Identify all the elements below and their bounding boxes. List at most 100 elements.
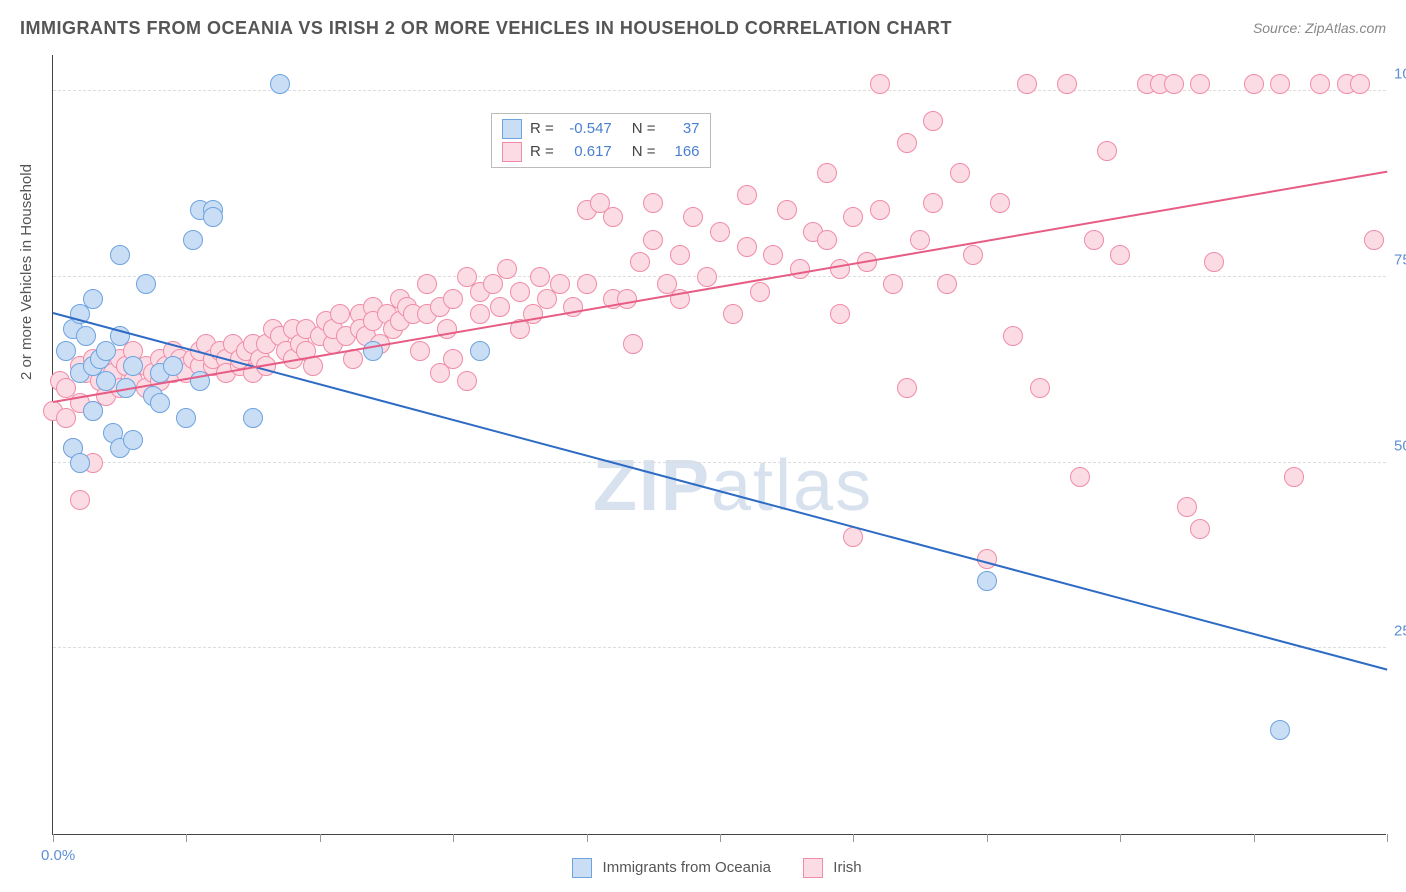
scatter-point <box>630 252 650 272</box>
scatter-point <box>723 304 743 324</box>
scatter-point <box>1270 74 1290 94</box>
scatter-point <box>470 341 490 361</box>
scatter-point <box>443 349 463 369</box>
scatter-point <box>817 163 837 183</box>
gridline <box>53 462 1386 463</box>
watermark: ZIPatlas <box>593 445 873 527</box>
scatter-point <box>1270 720 1290 740</box>
scatter-point <box>1190 519 1210 539</box>
x-tick <box>186 834 187 842</box>
r-label: R = <box>530 141 554 164</box>
scatter-point <box>830 304 850 324</box>
x-tick <box>1120 834 1121 842</box>
swatch-series-1 <box>502 142 522 162</box>
scatter-point <box>243 408 263 428</box>
scatter-point <box>70 490 90 510</box>
scatter-point <box>710 222 730 242</box>
stats-row-series-0: R = -0.547 N = 37 <box>502 118 700 141</box>
x-tick <box>987 834 988 842</box>
scatter-point <box>163 356 183 376</box>
scatter-point <box>70 453 90 473</box>
r-value-0: -0.547 <box>562 118 612 141</box>
scatter-point <box>1110 245 1130 265</box>
scatter-point <box>763 245 783 265</box>
scatter-point <box>76 326 96 346</box>
scatter-point <box>270 74 290 94</box>
scatter-point <box>623 334 643 354</box>
scatter-point <box>643 193 663 213</box>
scatter-point <box>923 193 943 213</box>
regression-line <box>53 171 1387 403</box>
r-label: R = <box>530 118 554 141</box>
scatter-point <box>870 200 890 220</box>
stats-legend-box: R = -0.547 N = 37 R = 0.617 N = 166 <box>491 113 711 168</box>
scatter-point <box>683 207 703 227</box>
n-value-0: 37 <box>664 118 700 141</box>
scatter-point <box>1190 74 1210 94</box>
scatter-point <box>83 289 103 309</box>
scatter-point <box>1070 467 1090 487</box>
chart-title: IMMIGRANTS FROM OCEANIA VS IRISH 2 OR MO… <box>20 18 952 39</box>
scatter-point <box>550 274 570 294</box>
scatter-point <box>1084 230 1104 250</box>
x-tick <box>320 834 321 842</box>
scatter-point <box>110 245 130 265</box>
scatter-point <box>123 356 143 376</box>
n-label: N = <box>632 118 656 141</box>
y-tick-label: 50.0% <box>1394 437 1406 454</box>
gridline <box>53 276 1386 277</box>
scatter-point <box>176 408 196 428</box>
x-tick <box>53 834 54 842</box>
scatter-point <box>950 163 970 183</box>
scatter-point <box>510 282 530 302</box>
source-attribution: Source: ZipAtlas.com <box>1253 20 1386 36</box>
scatter-point <box>1364 230 1384 250</box>
scatter-point <box>136 274 156 294</box>
scatter-point <box>830 259 850 279</box>
scatter-point <box>470 304 490 324</box>
scatter-point <box>870 74 890 94</box>
scatter-point <box>910 230 930 250</box>
scatter-point <box>150 393 170 413</box>
x-tick <box>453 834 454 842</box>
legend-label-1: Irish <box>833 859 861 876</box>
y-tick-label: 25.0% <box>1394 623 1406 640</box>
scatter-point <box>1177 497 1197 517</box>
scatter-point <box>790 259 810 279</box>
n-value-1: 166 <box>664 141 700 164</box>
scatter-point <box>617 289 637 309</box>
scatter-point <box>56 341 76 361</box>
y-tick-label: 75.0% <box>1394 251 1406 268</box>
scatter-point <box>977 571 997 591</box>
scatter-point <box>1310 74 1330 94</box>
scatter-point <box>490 297 510 317</box>
gridline <box>53 90 1386 91</box>
scatter-point <box>1057 74 1077 94</box>
scatter-point <box>990 193 1010 213</box>
scatter-plot-area: ZIPatlas R = -0.547 N = 37 R = 0.617 N =… <box>52 55 1386 835</box>
n-label: N = <box>632 141 656 164</box>
scatter-point <box>417 274 437 294</box>
scatter-point <box>530 267 550 287</box>
bottom-legend: Immigrants from Oceania Irish <box>0 858 1406 878</box>
stats-row-series-1: R = 0.617 N = 166 <box>502 141 700 164</box>
scatter-point <box>670 245 690 265</box>
x-tick <box>1387 834 1388 842</box>
x-tick <box>853 834 854 842</box>
scatter-point <box>737 185 757 205</box>
scatter-point <box>1003 326 1023 346</box>
scatter-point <box>96 371 116 391</box>
scatter-point <box>963 245 983 265</box>
swatch-series-0 <box>502 119 522 139</box>
x-tick <box>587 834 588 842</box>
scatter-point <box>1244 74 1264 94</box>
scatter-point <box>457 371 477 391</box>
scatter-point <box>1284 467 1304 487</box>
scatter-point <box>1017 74 1037 94</box>
x-tick <box>720 834 721 842</box>
scatter-point <box>1164 74 1184 94</box>
legend-swatch-0 <box>572 858 592 878</box>
scatter-point <box>923 111 943 131</box>
scatter-point <box>843 207 863 227</box>
r-value-1: 0.617 <box>562 141 612 164</box>
